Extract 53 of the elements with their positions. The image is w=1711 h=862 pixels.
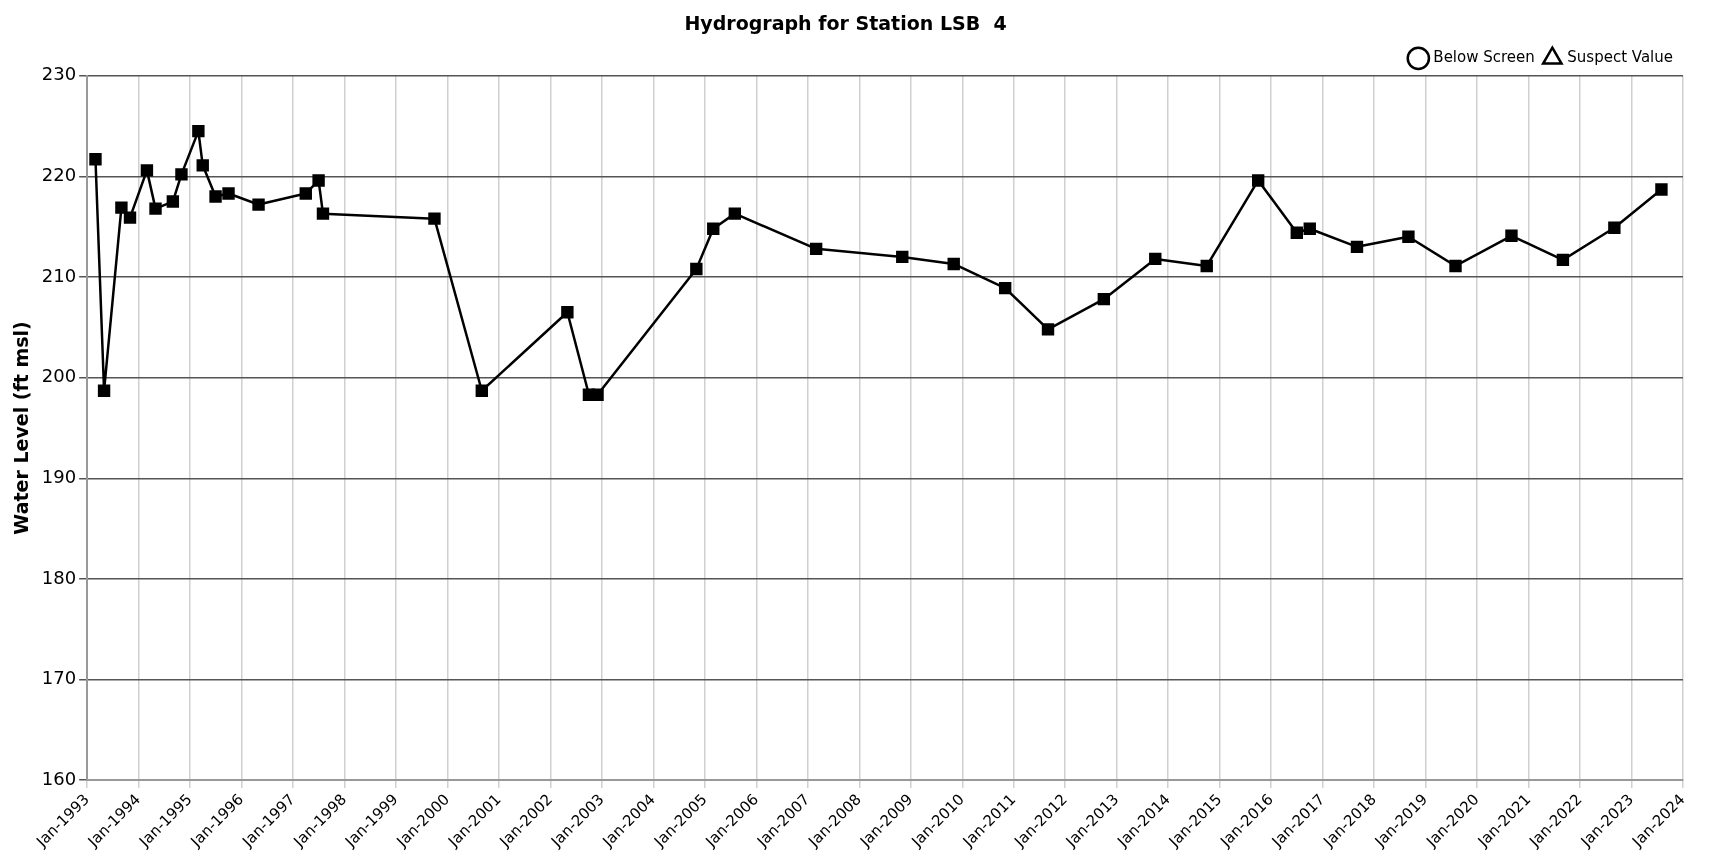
point [690, 262, 703, 276]
point [1556, 253, 1570, 267]
point [1041, 323, 1055, 336]
y-tick-label: 210 [41, 264, 77, 286]
legend-label: Below Screen [1433, 48, 1535, 67]
point [299, 187, 312, 200]
point [312, 174, 325, 187]
point [196, 159, 209, 172]
point [140, 164, 154, 177]
point [123, 211, 137, 224]
y-tick-label: 200 [41, 365, 77, 387]
point [97, 384, 111, 397]
point [947, 257, 960, 271]
point [1097, 292, 1111, 306]
point [1608, 221, 1621, 234]
point [1149, 252, 1162, 266]
chart-title: Hydrograph for Station LSB 4 [684, 12, 1007, 35]
y-axis-title: Water Level (ft msl) [10, 321, 33, 535]
point [1449, 259, 1462, 273]
point [1251, 174, 1265, 187]
y-tick-label: 170 [41, 667, 77, 689]
point [192, 124, 205, 138]
point [1303, 222, 1316, 235]
point [1350, 240, 1364, 254]
y-tick-label: 160 [41, 767, 77, 789]
point [591, 388, 604, 401]
point [561, 306, 574, 319]
legend-label: Suspect Value [1567, 48, 1674, 67]
point [1655, 183, 1668, 196]
y-tick-label: 180 [41, 566, 77, 588]
point [998, 281, 1012, 295]
point [149, 202, 162, 215]
point [809, 242, 823, 256]
point [166, 195, 180, 208]
y-tick-label: 190 [41, 465, 77, 487]
point [1505, 229, 1518, 242]
point [115, 201, 128, 214]
point [1402, 230, 1415, 243]
y-tick-label: 230 [41, 63, 77, 85]
point [707, 222, 720, 235]
point [316, 207, 330, 220]
point [222, 187, 235, 200]
point [1200, 259, 1213, 273]
point [89, 153, 102, 166]
point [428, 212, 441, 225]
point [175, 168, 188, 181]
point [896, 250, 909, 264]
point [252, 198, 265, 211]
y-tick-label: 220 [41, 164, 77, 186]
point [475, 384, 489, 397]
point [1290, 226, 1303, 239]
point [728, 207, 742, 220]
point [209, 190, 222, 203]
